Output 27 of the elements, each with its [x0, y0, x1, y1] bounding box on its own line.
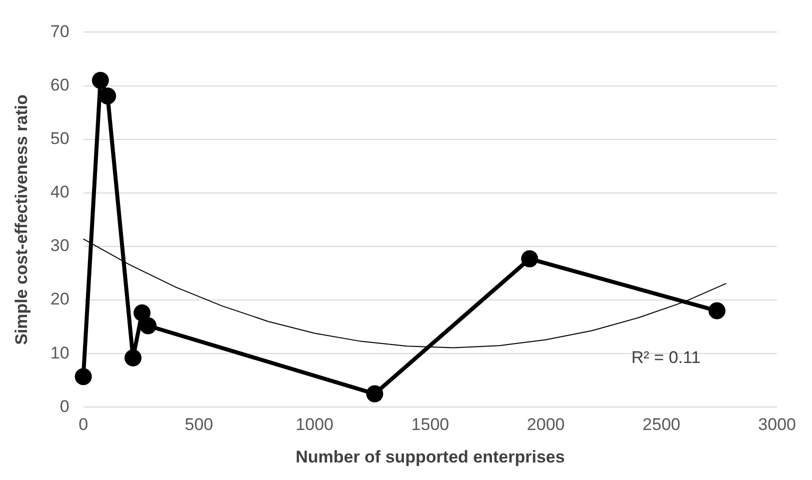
x-tick-label: 2000 [526, 415, 565, 434]
y-tick-label: 10 [50, 343, 70, 362]
point [140, 317, 157, 334]
y-tick-label: 70 [50, 22, 70, 41]
x-tick-label: 1500 [411, 415, 450, 434]
x-tick-label: 3000 [758, 415, 796, 434]
x-tick-label: 500 [184, 415, 214, 434]
y-tick-label: 50 [50, 129, 70, 148]
y-tick-label: 0 [60, 396, 70, 416]
y-tick-label: 60 [50, 75, 70, 94]
point [124, 349, 142, 366]
x-tick-label: 2500 [642, 415, 680, 434]
x-tick-label: 1000 [296, 415, 334, 434]
x-axis-title: Number of supported enterprises [296, 447, 565, 466]
point [134, 304, 151, 322]
point [74, 368, 92, 386]
annotation: R² = 0.11 [631, 348, 701, 368]
point [708, 302, 726, 320]
x-tick-label: 0 [78, 415, 88, 434]
y-axis-title: Simple cost-effectiveness ratio [12, 94, 31, 345]
y-tick-label: 20 [50, 290, 70, 309]
point [99, 87, 116, 104]
y-tick-label: 30 [50, 236, 70, 256]
point [521, 250, 538, 268]
y-tick-label: 40 [50, 182, 70, 202]
point [366, 385, 384, 402]
point [92, 72, 109, 89]
